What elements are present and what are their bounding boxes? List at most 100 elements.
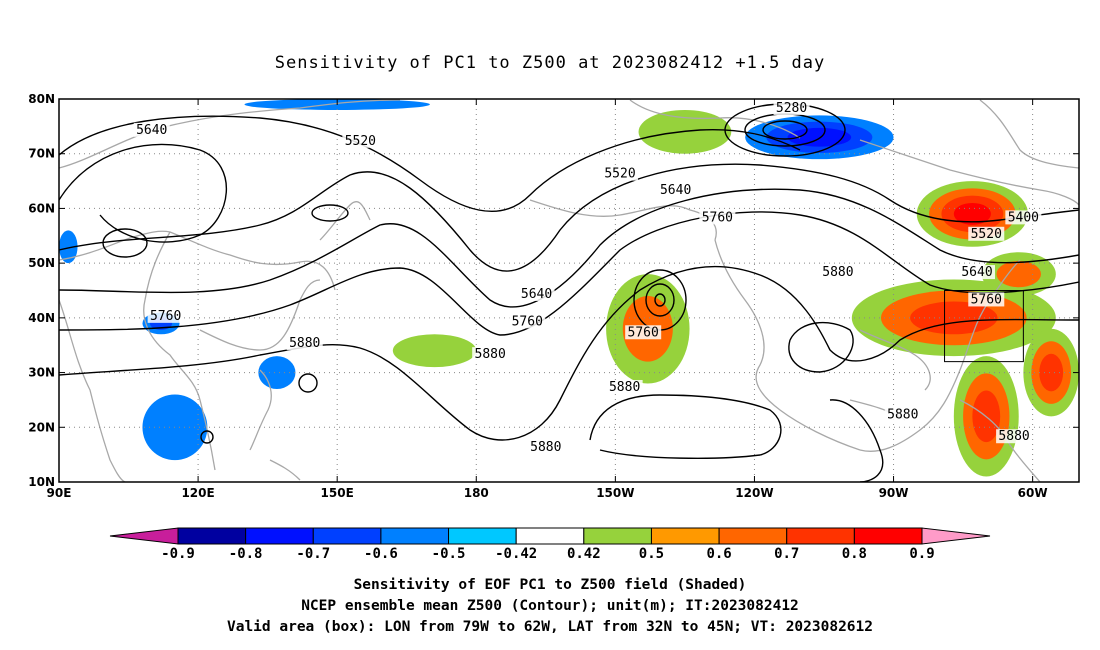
y-tick-label: 70N <box>28 147 55 161</box>
contour-label-bg <box>625 325 662 340</box>
contour-label-bg <box>1005 210 1042 225</box>
contour-label: 5640 <box>521 287 552 302</box>
x-tick-label: 180 <box>464 486 489 500</box>
contour-label: 5760 <box>512 314 543 329</box>
negative-sensitivity-region <box>59 230 78 264</box>
contour-label-bg <box>657 183 694 198</box>
plot-frame <box>58 98 1080 483</box>
contour-label: 5520 <box>604 167 635 182</box>
contour-label: 5760 <box>971 292 1002 307</box>
caption: Sensitivity of EOF PC1 to Z500 field (Sh… <box>227 577 873 635</box>
contour-label: 5280 <box>776 101 807 116</box>
contour-label-bg <box>968 226 1005 241</box>
y-tick-label: 40N <box>28 311 55 325</box>
colorbar-label: -0.42 <box>495 546 537 562</box>
y-tick-label: 20N <box>28 420 55 434</box>
contour-label: 5880 <box>289 336 320 351</box>
valid-area-box <box>944 290 1024 363</box>
colorbar-label: 0.8 <box>842 546 867 562</box>
contour-label: 5760 <box>628 325 659 340</box>
colorbar-label: 0.42 <box>567 546 601 562</box>
colorbar-segment <box>650 527 720 545</box>
contour-label: 5880 <box>887 407 918 422</box>
colorbar-label: -0.8 <box>229 546 263 562</box>
contour-label-bg <box>819 265 856 280</box>
contour-label-bg <box>602 166 638 181</box>
colorbar-label: -0.6 <box>364 546 398 562</box>
colorbar-label: -0.7 <box>296 546 330 562</box>
contour-label: 5640 <box>961 265 992 280</box>
colorbar-high-triangle <box>921 527 991 545</box>
y-tick-label: 80N <box>28 92 55 106</box>
colorbar-low-triangle <box>109 527 179 545</box>
colorbar-segment <box>853 527 923 545</box>
colorbar-label: 0.6 <box>706 546 731 562</box>
contour-label-bg <box>527 440 564 455</box>
chart-title: Sensitivity of PC1 to Z500 at 2023082412… <box>275 53 826 73</box>
y-tick-label: 60N <box>28 201 55 215</box>
colorbar-segment <box>380 527 450 545</box>
colorbar-label: -0.5 <box>432 546 466 562</box>
x-tick-label: 90W <box>879 486 909 500</box>
lat-lon-grid <box>59 99 1079 482</box>
contour-label: 5880 <box>998 429 1029 444</box>
colorbar-segment <box>515 527 585 545</box>
x-tick-label: 90E <box>47 486 72 500</box>
contour-label-bg <box>968 292 1005 307</box>
contour-label-bg <box>773 100 810 115</box>
contour-label-bg <box>959 265 995 280</box>
x-tick-label: 60W <box>1018 486 1048 500</box>
contour-label: 5880 <box>475 347 506 362</box>
contour-label-bg <box>518 286 555 301</box>
colorbar-segment <box>583 527 652 545</box>
contour-label: 5400 <box>1008 210 1039 225</box>
x-tick-label: 120W <box>735 486 773 500</box>
colorbar: -0.9 -0.8 -0.7 -0.6 -0.5 -0.42 0.42 0.5 0.6 0.7 0.… <box>109 527 991 562</box>
colorbar-label: -0.9 <box>161 546 195 562</box>
x-tick-label: 150W <box>596 486 634 500</box>
y-tick-label: 30N <box>28 366 55 380</box>
contour-label-bg <box>342 133 379 148</box>
contour-label-bg <box>996 429 1033 444</box>
contour-labels: 5640 5520 5280 5520 5640 5760 5400 5520 5640 5760… <box>133 100 1042 455</box>
colorbar-label: 0.7 <box>774 546 799 562</box>
positive-sensitivity-region <box>1039 353 1064 392</box>
contour-label: 5520 <box>971 227 1002 242</box>
contour-label-bg <box>286 336 323 351</box>
axis-ticks: 90E 120E 150E 180 150W 120W 90W 60W 80N 70N 60N 50N… <box>28 92 1079 500</box>
sensitivity-shading <box>59 99 1079 477</box>
positive-sensitivity-region <box>996 260 1041 288</box>
contour-label-bg <box>472 347 509 362</box>
caption-line: NCEP ensemble mean Z500 (Contour); unit(… <box>301 598 799 614</box>
colorbar-label: 0.9 <box>909 546 934 562</box>
contour-label: 5880 <box>530 440 561 455</box>
colorbar-segment <box>448 527 517 545</box>
contour-label: 5640 <box>136 123 167 138</box>
contour-label-bg <box>509 314 546 329</box>
positive-sensitivity-region <box>953 202 991 225</box>
x-tick-label: 120E <box>181 486 214 500</box>
colorbar-segment <box>177 527 247 545</box>
positive-sensitivity-region <box>392 334 477 368</box>
contour-label: 5520 <box>345 134 376 149</box>
contour-label: 5760 <box>702 210 733 225</box>
contour-label-bg <box>884 407 921 422</box>
colorbar-segment <box>245 527 314 545</box>
negative-sensitivity-region <box>787 127 852 147</box>
contour-label-bg <box>147 308 184 323</box>
y-tick-label: 10N <box>28 475 55 489</box>
caption-line: Valid area (box): LON from 79W to 62W, L… <box>227 619 873 635</box>
caption-line: Sensitivity of EOF PC1 to Z500 field (Sh… <box>354 577 747 593</box>
contour-label: 5640 <box>660 183 691 198</box>
contour-label-bg <box>699 210 736 225</box>
colorbar-label: 0.5 <box>639 546 664 562</box>
contour-label-bg <box>606 379 643 394</box>
contour-label: 5760 <box>150 309 181 324</box>
colorbar-segment <box>312 527 382 545</box>
y-tick-label: 50N <box>28 256 55 270</box>
contour-label: 5880 <box>609 380 640 395</box>
colorbar-segment <box>718 527 788 545</box>
contour-label-bg <box>133 122 170 137</box>
contour-label: 5880 <box>822 265 853 280</box>
